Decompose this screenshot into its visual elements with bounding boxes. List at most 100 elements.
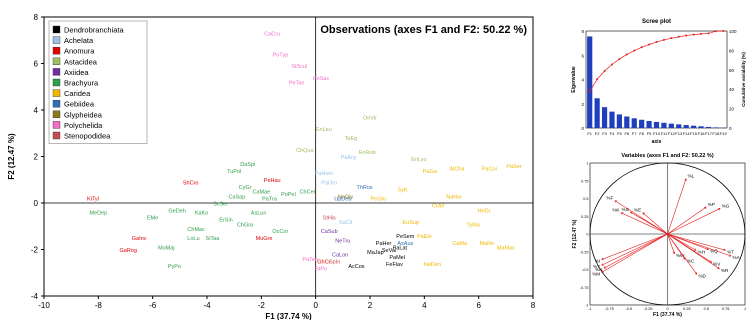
variable-label: %D xyxy=(698,273,706,278)
point-label: TuPol xyxy=(227,169,241,175)
vars-y-tick-label: 0 xyxy=(586,233,588,237)
cumulative-point xyxy=(670,37,672,39)
point-label: PaTra xyxy=(262,197,278,203)
variable-label: %M xyxy=(592,271,600,276)
x-tick-label: -4 xyxy=(203,301,211,310)
point-label: ScSer xyxy=(213,201,228,207)
vars-x-tick-label: -0.25 xyxy=(644,307,653,311)
loading-arrow xyxy=(604,234,668,268)
scree-y2-tick-label: 0 xyxy=(729,126,732,131)
variable-label: %S xyxy=(622,207,629,212)
point-label: PaOrn xyxy=(321,180,337,186)
point-label: PyPo xyxy=(168,264,181,270)
scree-bar xyxy=(609,112,614,128)
scree-x-tick-label: F6 xyxy=(624,131,629,136)
scree-x-tick-label: F11 xyxy=(661,131,668,136)
cumulative-point xyxy=(633,50,635,52)
variable-label: %K xyxy=(612,208,620,213)
variable-label: %E xyxy=(634,208,641,213)
point-label: HeGr xyxy=(478,208,491,214)
point-label: PoPel xyxy=(281,192,296,198)
point-label: CaSap xyxy=(228,194,245,200)
y-tick-label: 4 xyxy=(34,106,39,115)
vars-y-tick-label: -0.75 xyxy=(580,286,589,290)
cumulative-line xyxy=(590,31,724,91)
scree-x-tick-label: F9 xyxy=(647,131,652,136)
scree-bar xyxy=(595,98,600,128)
legend-swatch xyxy=(53,26,60,33)
point-label: PaSer xyxy=(506,164,521,170)
loading-arrow xyxy=(668,179,687,234)
variables-plot: Variables (axes F1 and F2: 50.22 %) -1 -0.… xyxy=(570,150,749,320)
vars-y-tick-label: 1 xyxy=(586,162,588,166)
x-tick-label: 8 xyxy=(531,301,536,310)
cumulative-point xyxy=(656,41,658,43)
x-tick-label: -2 xyxy=(258,301,266,310)
scree-y2-tick-label: 20 xyxy=(729,107,735,112)
point-label: GeDeh xyxy=(168,208,185,214)
cumulative-point xyxy=(700,33,702,35)
loading-arrow xyxy=(602,234,668,272)
scree-x-tick-label: F10 xyxy=(653,131,661,136)
scree-bar xyxy=(624,116,629,128)
cumulative-point xyxy=(618,58,620,60)
loading-arrow xyxy=(602,234,668,265)
point-label: EMe xyxy=(147,215,158,221)
legend-swatch xyxy=(53,68,60,75)
scree-bar xyxy=(654,122,659,128)
cumulative-point xyxy=(648,43,650,45)
vars-y-tick-label: 0.25 xyxy=(581,215,588,219)
x-tick-label: 4 xyxy=(422,301,427,310)
legend-swatch xyxy=(53,58,60,65)
legend-swatch xyxy=(53,47,60,54)
cumulative-point xyxy=(715,30,717,32)
vars-x-tick-label: 0.5 xyxy=(704,307,709,311)
scree-bar xyxy=(617,114,622,128)
vars-x-tick-label: -0.75 xyxy=(605,307,614,311)
point-label: SyK xyxy=(398,187,408,193)
y-axis-title: F2 (12.47 %) xyxy=(7,133,16,180)
vars-y-tick-label: 0.5 xyxy=(583,197,588,201)
scree-title: Scree plot xyxy=(642,19,671,25)
variables-chart: Variables (axes F1 and F2: 50.22 %) -1 -0.… xyxy=(570,150,749,320)
x-tick-label: 6 xyxy=(476,301,481,310)
point-label: AcCos xyxy=(348,264,364,270)
point-label: EnLeu xyxy=(316,127,332,133)
scree-bar xyxy=(684,125,689,128)
scree-y-tick-label: 0 xyxy=(581,126,584,131)
point-label: PaArg xyxy=(341,155,356,161)
scree-x-tick-label: F2 xyxy=(595,131,600,136)
vars-title: Variables (axes F1 and F2: 50.22 %) xyxy=(621,153,713,159)
point-label: CaMae xyxy=(252,190,270,196)
chart-title: Observations (axes F1 and F2: 50.22 %) xyxy=(320,24,527,36)
point-label: PeTan xyxy=(289,80,305,86)
point-label: PaEle xyxy=(417,234,432,240)
x-tick-label: 0 xyxy=(313,301,318,310)
loading-arrow xyxy=(643,213,668,234)
point-label: DaSpi xyxy=(240,162,255,168)
cumulative-point xyxy=(596,78,598,80)
scree-bar xyxy=(713,127,718,128)
vars-x-tick-label: -1 xyxy=(588,307,591,311)
scree-bar xyxy=(661,123,666,128)
scree-x-tick-label: F5 xyxy=(617,131,622,136)
scree-x-tick-label: F1 xyxy=(587,131,592,136)
point-label: CrAll xyxy=(432,204,444,210)
point-label: TyMa xyxy=(467,222,481,228)
scree-y2-tick-label: 100 xyxy=(729,29,737,34)
point-label: StPo xyxy=(315,266,327,272)
vars-y-tick-label: -0.5 xyxy=(582,268,589,272)
legend-label: Achelata xyxy=(64,36,94,45)
scree-y2-tick-label: 80 xyxy=(729,48,735,53)
variable-label: %I xyxy=(595,259,600,264)
point-label: ShCro xyxy=(183,180,199,186)
legend-label: Astacidea xyxy=(64,57,98,66)
vars-x-title: F1 (37.74 %) xyxy=(653,312,682,318)
scree-bar xyxy=(669,124,674,128)
legend-swatch xyxy=(53,111,60,118)
scree-x-tick-label: F4 xyxy=(610,131,615,136)
point-label: SaCil xyxy=(339,220,352,226)
point-label: MuGre xyxy=(256,236,273,242)
legend-swatch xyxy=(53,37,60,44)
